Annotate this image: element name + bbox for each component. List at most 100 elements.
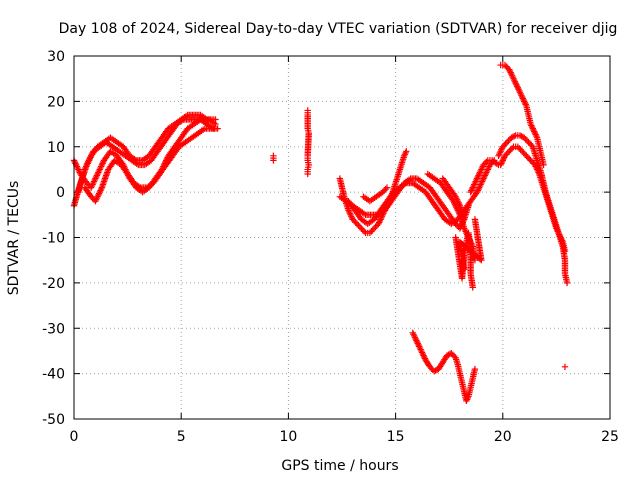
data-point bbox=[496, 149, 504, 156]
data-point bbox=[419, 350, 426, 358]
data-point bbox=[516, 87, 523, 94]
data-point bbox=[555, 229, 562, 237]
data-point bbox=[93, 172, 101, 179]
data-point bbox=[416, 344, 424, 352]
data-point bbox=[509, 73, 517, 81]
data-point bbox=[508, 70, 515, 78]
data-point bbox=[532, 163, 539, 170]
data-point bbox=[356, 223, 364, 231]
data-point bbox=[462, 228, 469, 235]
data-point bbox=[511, 132, 518, 140]
data-point bbox=[512, 80, 519, 87]
data-point bbox=[526, 155, 533, 163]
data-point bbox=[499, 143, 506, 150]
data-point bbox=[508, 145, 516, 152]
y-tick-label: 0 bbox=[56, 185, 65, 201]
data-point bbox=[451, 353, 458, 360]
data-point bbox=[446, 350, 454, 358]
data-point bbox=[346, 210, 354, 217]
data-point bbox=[469, 284, 476, 291]
data-point bbox=[97, 163, 105, 170]
data-point bbox=[74, 164, 81, 172]
data-point bbox=[82, 164, 89, 172]
data-point bbox=[554, 228, 562, 235]
data-point bbox=[72, 160, 79, 167]
data-point bbox=[561, 247, 569, 255]
data-point bbox=[506, 148, 513, 155]
data-point bbox=[514, 143, 522, 150]
data-point bbox=[476, 182, 484, 190]
data-point bbox=[563, 279, 571, 287]
data-point bbox=[558, 235, 565, 243]
series-arc-11 bbox=[467, 157, 502, 196]
data-point bbox=[523, 137, 531, 144]
data-point bbox=[475, 185, 482, 193]
data-point bbox=[518, 92, 525, 99]
data-point bbox=[463, 396, 471, 403]
data-point bbox=[95, 167, 103, 175]
data-point bbox=[417, 346, 424, 353]
data-point bbox=[418, 347, 425, 355]
data-point bbox=[540, 161, 547, 169]
data-point bbox=[508, 134, 515, 141]
data-point bbox=[481, 172, 489, 179]
data-point bbox=[483, 167, 491, 175]
data-point bbox=[498, 158, 506, 166]
data-point bbox=[415, 343, 423, 350]
data-point bbox=[521, 151, 529, 158]
data-point bbox=[97, 187, 104, 194]
data-point bbox=[379, 188, 386, 196]
data-point bbox=[517, 90, 524, 98]
data-point bbox=[90, 179, 97, 187]
data-point bbox=[372, 223, 379, 231]
data-point bbox=[556, 231, 563, 238]
data-point bbox=[533, 166, 541, 173]
data-point bbox=[443, 352, 451, 359]
data-point bbox=[503, 139, 511, 146]
data-point bbox=[520, 149, 527, 156]
data-point bbox=[520, 96, 527, 104]
data-point bbox=[415, 341, 422, 349]
data-point bbox=[402, 149, 409, 156]
data-point bbox=[370, 225, 378, 232]
data-point bbox=[501, 142, 508, 149]
series-scatter-18h bbox=[452, 216, 485, 291]
data-point bbox=[500, 155, 507, 163]
data-point bbox=[516, 132, 524, 139]
data-point bbox=[497, 161, 504, 169]
data-point bbox=[348, 213, 355, 220]
series-arc-8 bbox=[360, 184, 391, 205]
data-point bbox=[483, 158, 490, 166]
data-point bbox=[521, 98, 528, 105]
data-point bbox=[513, 81, 520, 88]
data-point bbox=[461, 266, 468, 273]
data-point bbox=[453, 196, 461, 203]
data-point bbox=[461, 225, 468, 232]
series-isolated-9h bbox=[270, 152, 277, 164]
data-point bbox=[506, 67, 514, 75]
data-point bbox=[516, 145, 523, 152]
data-point bbox=[359, 226, 366, 234]
data-point bbox=[420, 353, 428, 361]
data-point bbox=[353, 220, 361, 228]
data-point bbox=[472, 178, 479, 185]
data-point bbox=[96, 188, 103, 196]
data-point bbox=[461, 226, 469, 234]
data-point bbox=[95, 191, 102, 199]
data-point bbox=[410, 331, 417, 338]
data-point bbox=[449, 351, 456, 358]
data-point bbox=[471, 181, 478, 188]
data-point bbox=[558, 237, 566, 244]
data-point bbox=[509, 133, 517, 141]
plot-frame bbox=[73, 55, 611, 420]
data-point bbox=[479, 176, 486, 184]
series-arc-15 bbox=[497, 61, 547, 169]
data-point bbox=[380, 187, 388, 194]
data-point bbox=[475, 172, 482, 179]
data-point bbox=[473, 176, 480, 184]
data-point bbox=[533, 164, 540, 172]
y-tick-label: 20 bbox=[47, 94, 65, 110]
data-point bbox=[477, 181, 484, 188]
x-tick-label: 5 bbox=[177, 429, 186, 445]
data-point bbox=[403, 148, 410, 155]
